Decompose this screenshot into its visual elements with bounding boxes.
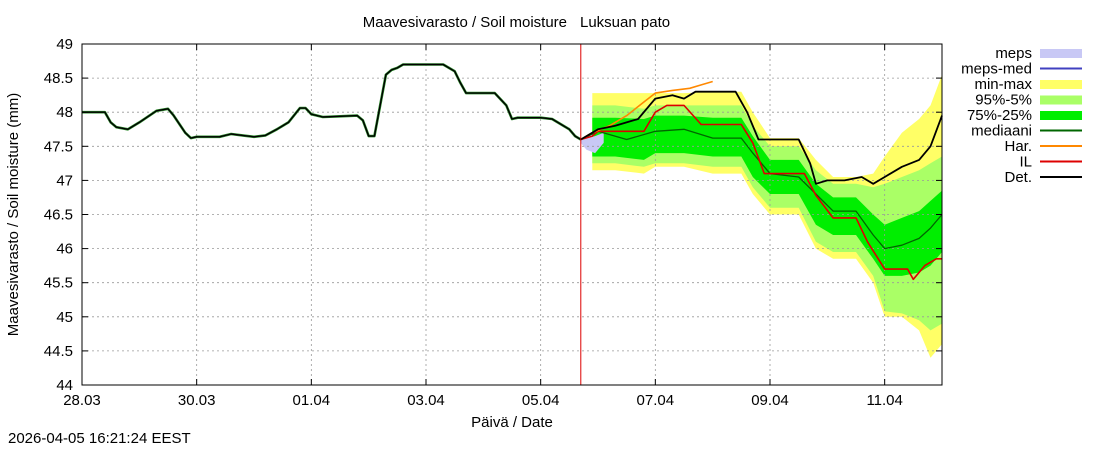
chart-title: Maavesivarasto / Soil moisture	[363, 14, 567, 31]
legend-label-det: Det.	[1004, 169, 1032, 186]
legend-label-il: IL	[1019, 154, 1032, 171]
axes-layer: 44 44.5 45 45.5 46 46.5 47 47.5 48 48.5 49 28.03 30.…	[44, 36, 943, 409]
y-tick-label: 45	[56, 309, 73, 326]
series-det	[580, 90, 943, 185]
x-tick-label: 03.04	[407, 392, 445, 409]
y-tick-label: 47.5	[44, 138, 73, 155]
y-axis-label: Maavesivarasto / Soil moisture (mm)	[5, 93, 22, 336]
legend-label-meps: meps	[995, 45, 1032, 62]
legend-swatch-p95_5	[1040, 95, 1082, 105]
legend-label-har: Har.	[1004, 138, 1032, 155]
x-tick-label: 01.04	[293, 392, 331, 409]
x-tick-label: 07.04	[637, 392, 675, 409]
x-tick-label: 09.04	[751, 392, 789, 409]
station-name: Luksuan pato	[580, 14, 670, 31]
y-tick-label: 48.5	[44, 70, 73, 87]
legend: mepsmeps-medmin-max95%-5%75%-25%mediaani…	[961, 45, 1082, 186]
series-observed	[82, 63, 582, 141]
y-tick-label: 45.5	[44, 275, 73, 292]
x-tick-label: 30.03	[178, 392, 216, 409]
band-meps	[580, 132, 604, 154]
legend-label-minmax: min-max	[974, 76, 1032, 93]
y-tick-label: 44.5	[44, 343, 73, 360]
legend-swatch-meps	[1040, 49, 1082, 58]
y-tick-label: 47	[56, 172, 73, 189]
line-layer	[82, 44, 943, 385]
y-tick-label: 46	[56, 241, 73, 258]
x-axis-label: Päivä / Date	[471, 414, 553, 431]
timestamp: 2026-04-05 16:21:24 EEST	[8, 430, 191, 447]
y-tick-label: 49	[56, 36, 73, 53]
y-tick-label: 48	[56, 104, 73, 121]
x-tick-label: 28.03	[63, 392, 101, 409]
legend-label-p95_5: 95%-5%	[975, 92, 1032, 109]
legend-label-meps_med: meps-med	[961, 61, 1032, 78]
y-tick-label: 44	[56, 377, 73, 394]
series-il	[580, 104, 942, 281]
legend-label-p75_25: 75%-25%	[967, 107, 1032, 124]
band-95-5	[592, 105, 942, 331]
y-tick-label: 46.5	[44, 207, 73, 224]
grid-layer	[82, 44, 942, 385]
series-observed-green	[82, 63, 582, 141]
legend-label-median: mediaani	[971, 123, 1032, 140]
band-layer	[580, 74, 942, 358]
x-tick-label: 11.04	[866, 392, 902, 409]
legend-swatch-p75_25	[1040, 111, 1082, 120]
x-tick-label: 05.04	[522, 392, 560, 409]
series-mediaani	[580, 128, 943, 250]
legend-swatch-minmax	[1040, 80, 1082, 89]
